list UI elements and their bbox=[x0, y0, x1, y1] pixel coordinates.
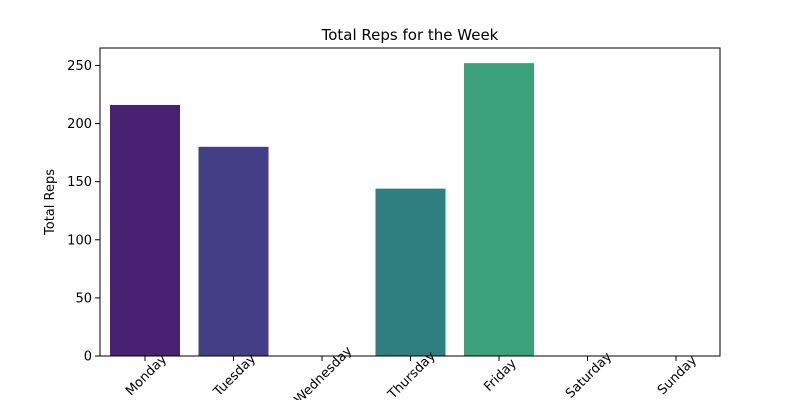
y-tick-label-50: 50 bbox=[75, 291, 92, 306]
x-tick-label-saturday: Saturday bbox=[563, 349, 615, 400]
y-tick-label-100: 100 bbox=[67, 233, 92, 248]
y-tick-label-200: 200 bbox=[67, 117, 92, 132]
bar-tuesday bbox=[198, 146, 269, 356]
chart-title: Total Reps for the Week bbox=[321, 26, 499, 44]
bar-thursday bbox=[375, 188, 446, 356]
y-tick-label-150: 150 bbox=[67, 175, 92, 190]
x-tick-label-monday: Monday bbox=[123, 352, 170, 399]
x-tick-label-sunday: Sunday bbox=[655, 353, 700, 398]
plot-frame bbox=[99, 47, 721, 357]
y-axis: 0 50 100 150 200 250 bbox=[67, 59, 100, 365]
bars-group bbox=[110, 63, 534, 356]
y-tick-label-0: 0 bbox=[84, 350, 92, 365]
x-tick-label-tuesday: Tuesday bbox=[210, 351, 259, 400]
y-tick-label-250: 250 bbox=[67, 59, 92, 74]
x-tick-label-wednesday: Wednesday bbox=[292, 343, 356, 400]
bar-friday bbox=[464, 63, 534, 356]
bar-monday bbox=[110, 104, 180, 356]
y-axis-label: Total Reps bbox=[43, 169, 58, 236]
x-tick-label-friday: Friday bbox=[481, 356, 520, 395]
